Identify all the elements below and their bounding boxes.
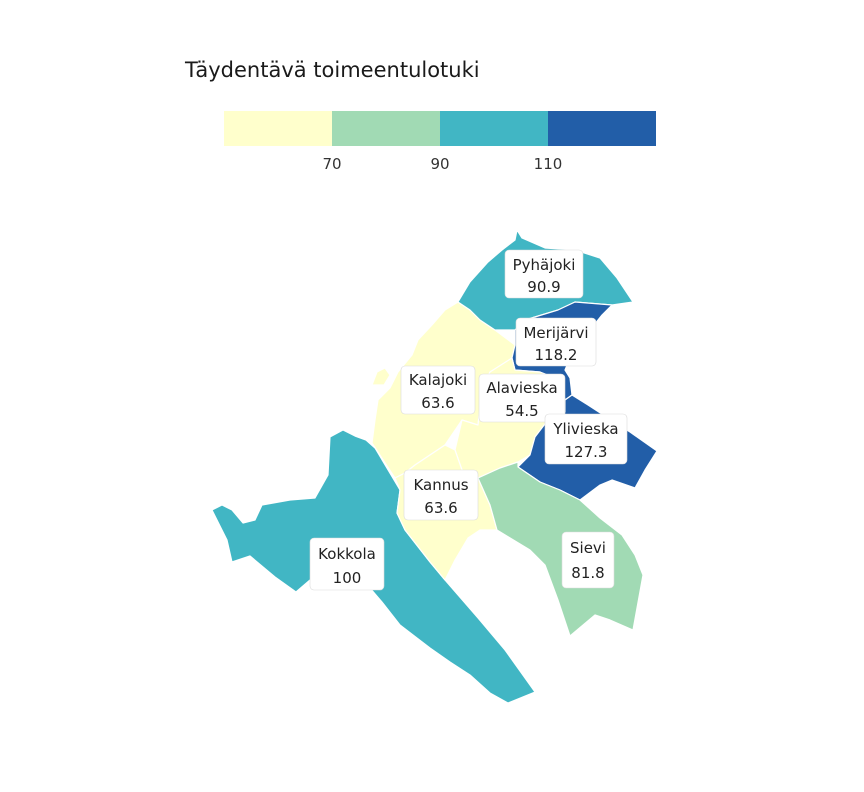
region-name: Ylivieska xyxy=(552,420,618,438)
label-ylivieska: Ylivieska 127.3 xyxy=(544,413,628,465)
region-name: Kannus xyxy=(413,476,468,494)
label-box xyxy=(544,413,628,465)
region-name: Kalajoki xyxy=(409,371,467,389)
label-box xyxy=(400,365,476,415)
region-value: 54.5 xyxy=(505,402,538,420)
region-value: 90.9 xyxy=(527,278,560,296)
label-merijarvi: Merijärvi 118.2 xyxy=(515,317,597,367)
label-kokkola: Kokkola 100 xyxy=(309,537,385,591)
legend-tick-70: 70 xyxy=(322,155,341,173)
region-value: 118.2 xyxy=(535,346,578,364)
label-sievi: Sievi 81.8 xyxy=(561,531,615,589)
region-name: Merijärvi xyxy=(523,324,588,342)
region-kalajoki-island xyxy=(371,367,391,386)
label-box xyxy=(403,469,479,521)
label-box xyxy=(504,249,584,299)
region-value: 100 xyxy=(333,569,362,587)
legend-bin-2 xyxy=(332,111,440,146)
region-value: 63.6 xyxy=(424,499,457,517)
region-value: 81.8 xyxy=(571,564,604,582)
region-value: 63.6 xyxy=(421,394,454,412)
region-name: Kokkola xyxy=(318,545,376,563)
legend-tick-110: 110 xyxy=(534,155,563,173)
legend-bin-4 xyxy=(548,111,656,146)
regions xyxy=(211,229,658,704)
region-value: 127.3 xyxy=(565,443,608,461)
label-box xyxy=(561,531,615,589)
label-kannus: Kannus 63.6 xyxy=(403,469,479,521)
region-name: Sievi xyxy=(570,539,606,557)
legend: 70 90 110 xyxy=(224,111,656,173)
region-name: Pyhäjoki xyxy=(513,256,576,274)
map-title: Täydentävä toimeentulotuki xyxy=(184,58,480,82)
legend-bin-3 xyxy=(440,111,548,146)
label-kalajoki: Kalajoki 63.6 xyxy=(400,365,476,415)
legend-tick-90: 90 xyxy=(430,155,449,173)
region-labels: Pyhäjoki 90.9 Merijärvi 118.2 Kalajoki 6… xyxy=(309,249,628,591)
label-alavieska: Alavieska 54.5 xyxy=(478,373,566,423)
label-box xyxy=(478,373,566,423)
label-box xyxy=(515,317,597,367)
region-sievi[interactable] xyxy=(477,461,644,637)
label-pyhajoki: Pyhäjoki 90.9 xyxy=(504,249,584,299)
label-box xyxy=(309,537,385,591)
legend-bin-1 xyxy=(224,111,332,146)
region-name: Alavieska xyxy=(486,379,557,397)
